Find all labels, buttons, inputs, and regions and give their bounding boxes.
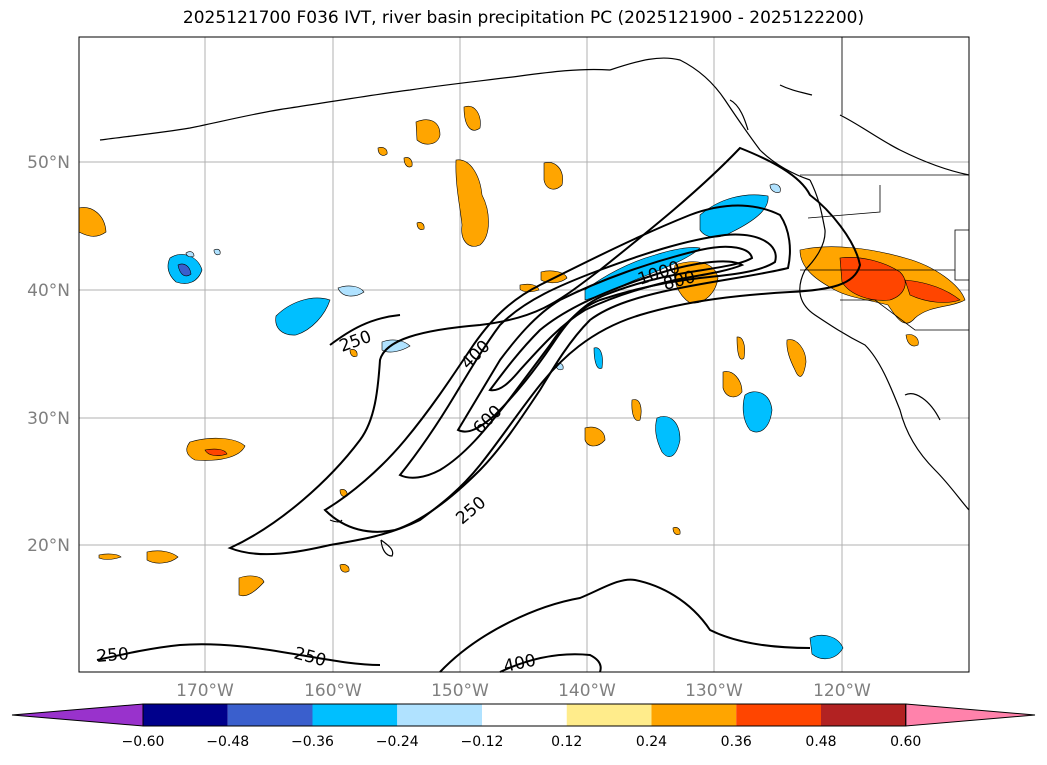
colorbar-tick-label: 0.48 [805,734,836,750]
lon-label-150w: 150°W [431,681,489,701]
lat-label-40n: 40°N [27,281,70,301]
lat-label-30n: 30°N [27,409,70,429]
colorbar-bin [651,704,737,726]
ivt-contours [96,146,862,673]
colorbar: −0.60 −0.48 −0.36 −0.24 −0.12 0.12 0.24 0.36 0.4… [11,703,1036,750]
precip-anomaly-fills [78,105,966,660]
colorbar-bin [566,704,652,726]
colorbar-bin [143,704,228,726]
contour-label-600: 600 [469,401,506,438]
lon-label-140w: 140°W [558,681,616,701]
contour-label-group: 250 400 600 800 1000 250 250 250 400 [96,257,698,677]
lon-label-160w: 160°W [304,681,362,701]
longitude-labels: 170°W 160°W 150°W 140°W 130°W 120°W [176,681,871,701]
colorbar-bin [821,704,906,726]
colorbar-extend-low [11,703,144,727]
map-frame [78,36,970,673]
state-borders [800,37,969,331]
colorbar-bin [482,704,567,726]
colorbar-tick-label: 0.24 [636,734,667,750]
contour-label-250-d: 250 [292,644,329,672]
colorbar-bin [312,704,398,726]
latitude-labels: 50°N 40°N 30°N 20°N [27,153,70,556]
colorbar-tick-label: 0.36 [721,734,752,750]
map-title: 2025121700 F036 IVT, river basin precipi… [182,8,865,28]
colorbar-tick-label: −0.48 [206,734,249,750]
lat-label-50n: 50°N [27,153,70,173]
contour-label-250-c: 250 [96,644,130,667]
gridlines [79,37,969,672]
contour-label-400-b: 400 [502,651,538,677]
colorbar-extend-high [905,703,1036,727]
colorbar-bin [397,704,482,726]
colorbar-tick-label: −0.60 [122,734,165,750]
lat-label-20n: 20°N [27,536,70,556]
lon-label-120w: 120°W [813,681,871,701]
colorbar-bin [736,704,821,726]
lon-label-170w: 170°W [176,681,234,701]
colorbar-tick-label: −0.12 [461,734,504,750]
coastlines [99,57,970,557]
contour-label-250-a: 250 [337,327,374,357]
colorbar-tick-label: −0.24 [376,734,419,750]
colorbar-tick-label: −0.36 [291,734,334,750]
colorbar-bin [227,704,313,726]
lon-label-130w: 130°W [685,681,743,701]
colorbar-tick-label: 0.60 [890,734,921,750]
contour-label-250-b: 250 [452,493,490,529]
colorbar-outline [142,703,907,727]
colorbar-tick-label: 0.12 [551,734,582,750]
